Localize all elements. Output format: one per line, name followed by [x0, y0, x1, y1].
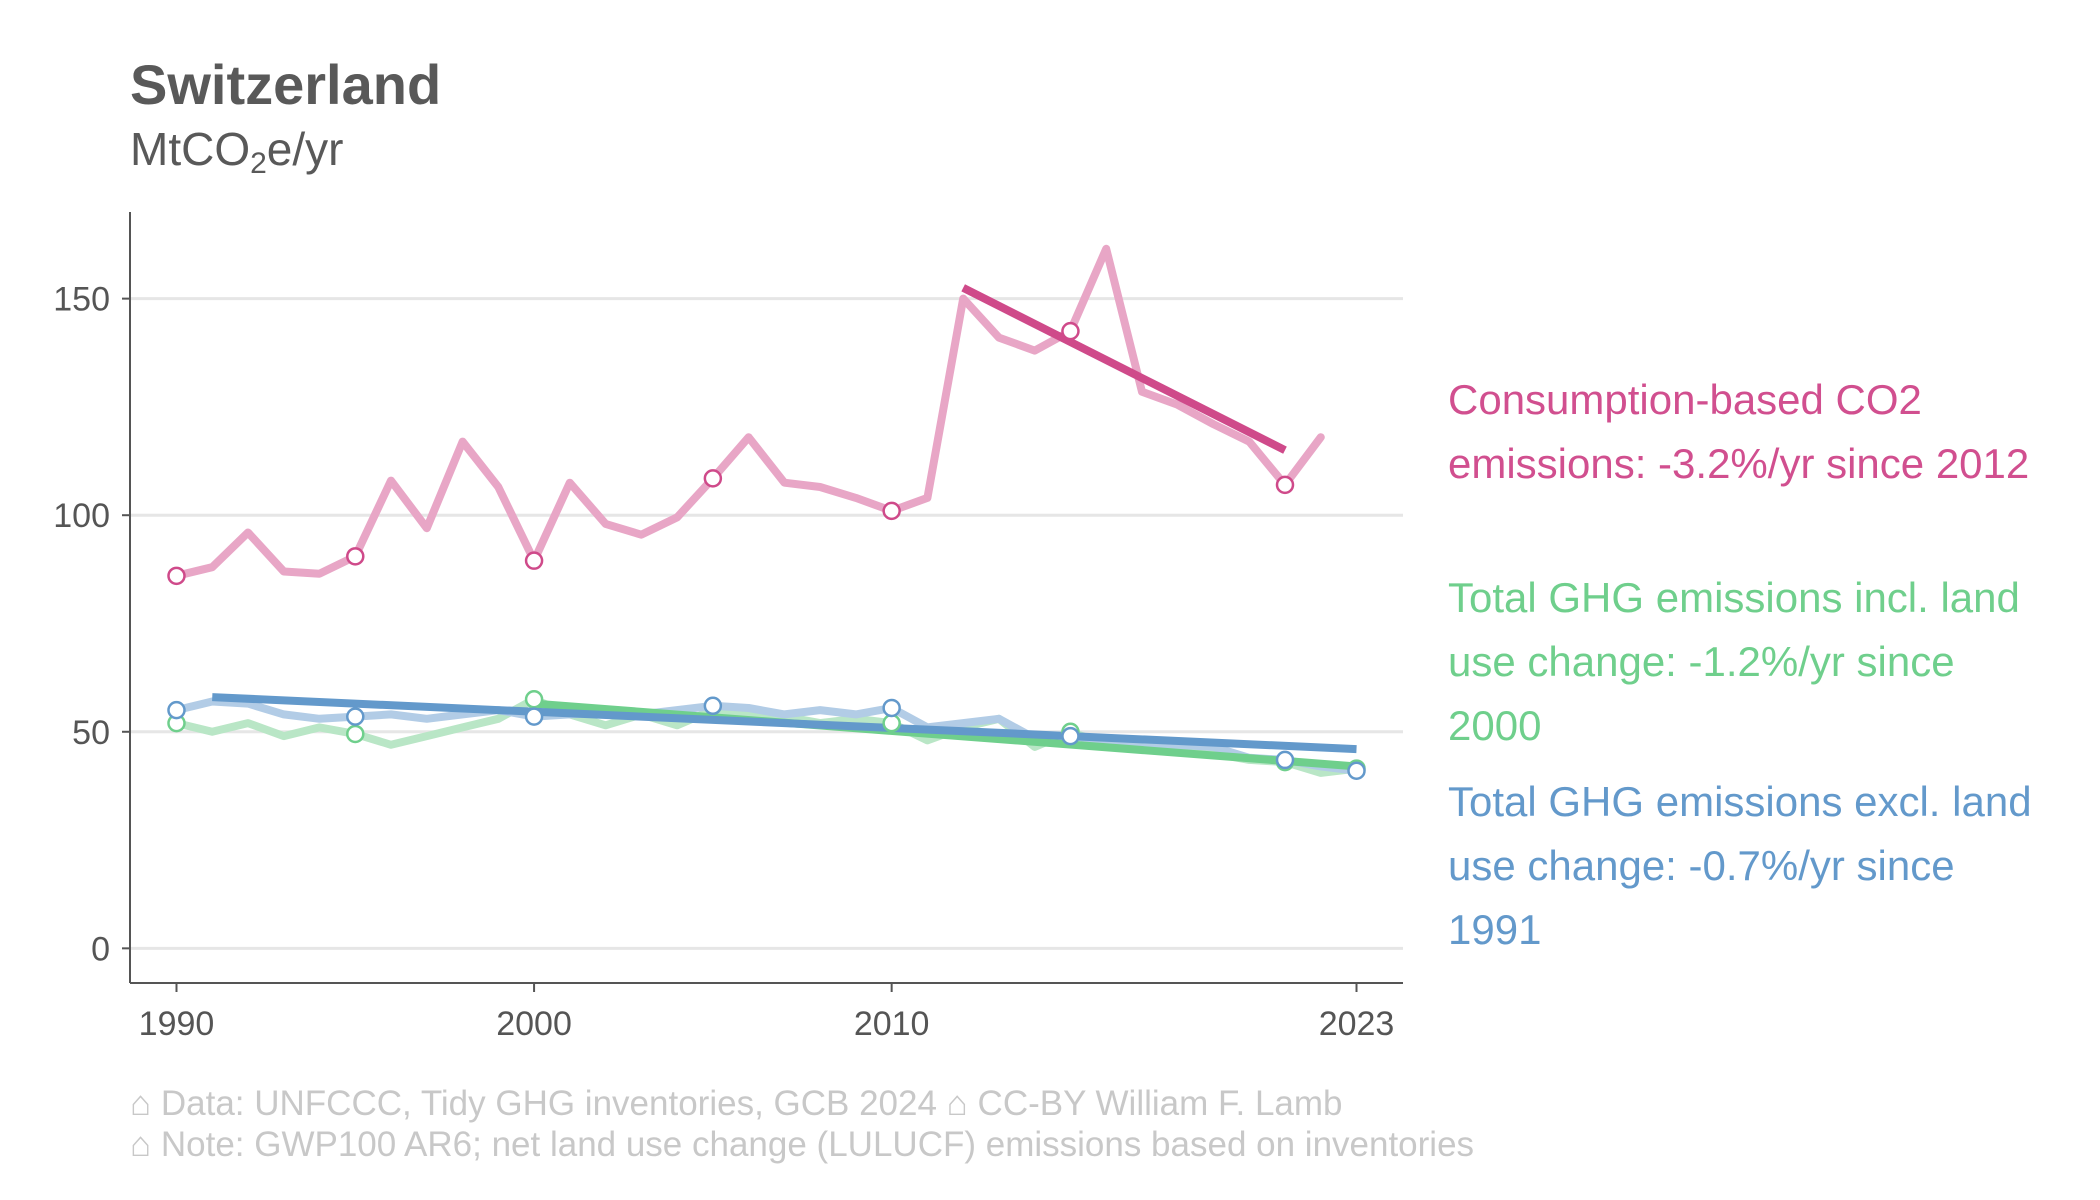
y-tick-label-150: 150	[53, 281, 110, 319]
series-line-consumption	[172, 244, 1325, 580]
trend-line-consumption	[961, 284, 1287, 454]
marker-excl_luc-2010	[882, 698, 901, 718]
marker-excl_luc-1995	[346, 707, 365, 726]
legend-excl-luc: Total GHG emissions excl. land use chang…	[1448, 770, 2088, 962]
legend-consumption: Consumption-based CO2 emissions: -3.2%/y…	[1448, 368, 2088, 496]
legend-incl-luc: Total GHG emissions incl. land use chang…	[1448, 566, 2088, 758]
chart-subtitle: MtCO2e/yr	[130, 122, 343, 181]
legend-consumption-line-1: Consumption-based CO2	[1448, 376, 1922, 423]
marker-consumption-2021	[1275, 475, 1295, 495]
y-tick-label-0: 0	[91, 930, 110, 968]
legend-incl-luc-line-2: use change: -1.2%/yr since	[1448, 638, 1955, 685]
marker-consumption-1990	[167, 566, 186, 586]
subtitle-unit: MtCO	[130, 123, 251, 175]
y-tick-label-50: 50	[72, 714, 110, 752]
marker-incl_luc-2010	[882, 713, 901, 733]
y-tick-label-100: 100	[53, 497, 110, 535]
marker-layer	[167, 321, 1366, 781]
series-layer	[172, 244, 1361, 777]
marker-excl_luc-2005	[703, 696, 723, 716]
chart-title: Switzerland	[130, 53, 442, 116]
legend-excl-luc-line-3: 1991	[1448, 906, 1542, 953]
trend-line-excl_luc	[212, 693, 1357, 754]
trend-layer	[212, 284, 1357, 771]
marker-consumption-2005	[703, 469, 723, 488]
subtitle-unit-tail: e/yr	[266, 123, 344, 175]
subtitle-subscript: 2	[250, 147, 267, 180]
legend-excl-luc-line-1: Total GHG emissions excl. land	[1448, 778, 2032, 825]
x-tick-label-1990: 1990	[139, 1005, 215, 1043]
legend-consumption-line-2: emissions: -3.2%/yr since 2012	[1448, 440, 2030, 487]
marker-consumption-1995	[346, 547, 365, 566]
marker-excl_luc-1990	[167, 700, 186, 720]
footer-note: ⌂ Note: GWP100 AR6; net land use change …	[130, 1125, 1475, 1164]
trend-line-incl_luc	[533, 699, 1357, 771]
marker-consumption-2010	[882, 501, 901, 521]
x-tick-label-2010: 2010	[854, 1005, 930, 1043]
axis-layer: 0 50 100 150 1990 2000 2010 2023	[53, 212, 1403, 1043]
marker-excl_luc-2023	[1347, 761, 1366, 781]
legend-incl-luc-line-1: Total GHG emissions incl. land	[1448, 574, 2020, 621]
marker-consumption-2000	[524, 551, 544, 570]
x-tick-label-2023: 2023	[1319, 1005, 1395, 1043]
x-tick-label-2000: 2000	[496, 1005, 572, 1043]
legend-incl-luc-line-3: 2000	[1448, 702, 1542, 749]
marker-incl_luc-1995	[346, 724, 365, 744]
marker-incl_luc-2000	[524, 690, 544, 709]
marker-excl_luc-2000	[524, 707, 544, 726]
grid-layer	[130, 297, 1403, 950]
legend-excl-luc-line-2: use change: -0.7%/yr since	[1448, 842, 1955, 889]
marker-consumption-2015	[1061, 321, 1080, 341]
marker-excl_luc-2021	[1275, 750, 1295, 770]
marker-excl_luc-2015	[1061, 726, 1080, 746]
footer-source: ⌂ Data: UNFCCC, Tidy GHG inventories, GC…	[130, 1084, 1343, 1123]
